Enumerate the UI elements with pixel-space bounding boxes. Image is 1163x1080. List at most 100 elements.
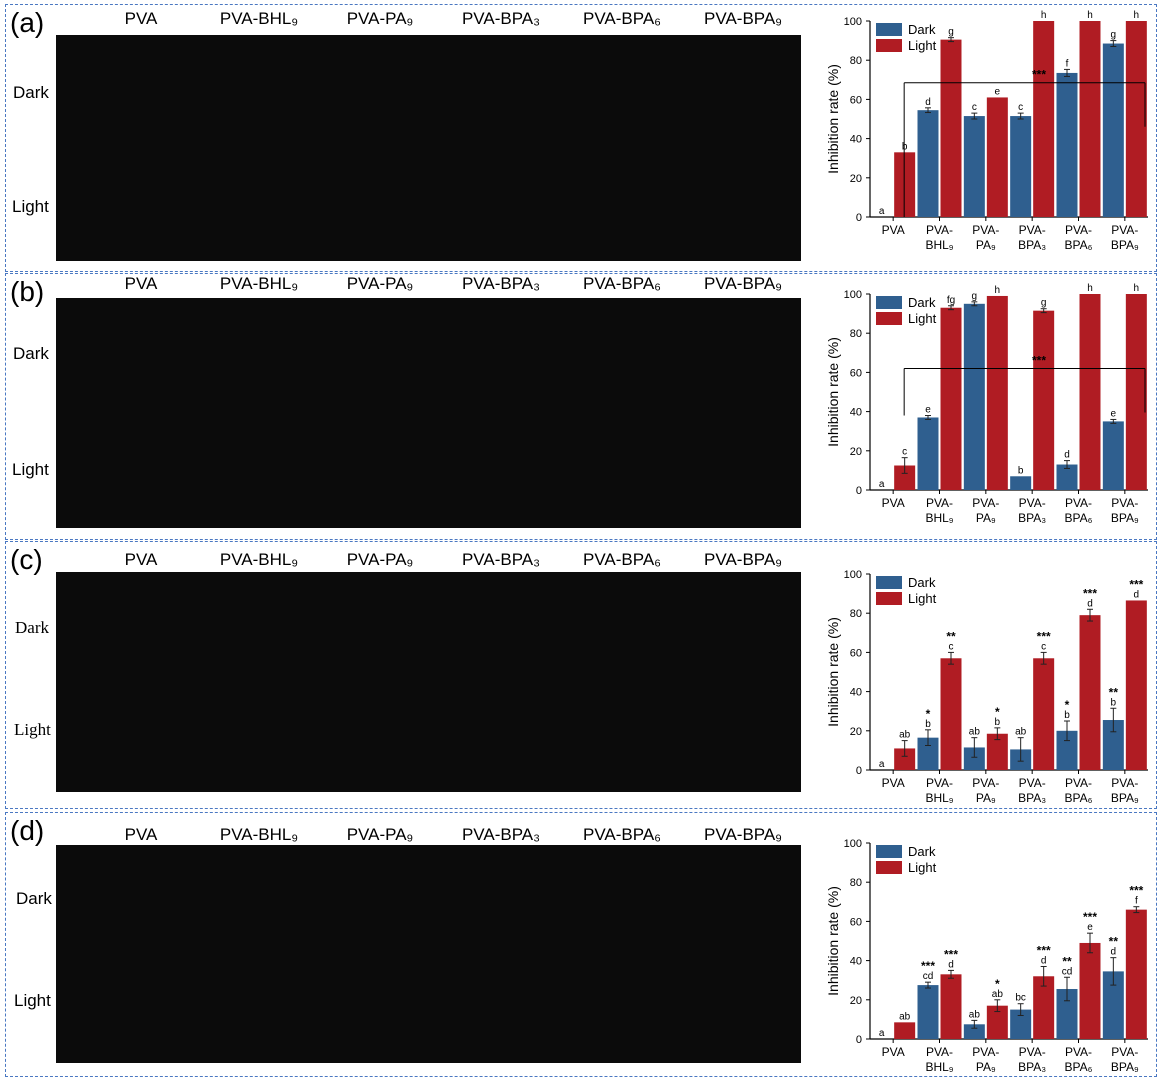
bar xyxy=(963,116,985,217)
inhibition-rate-chart: 0 20 40 60 80 100 Inhibition rate (%) a d c c f g b g e… xyxy=(825,10,1148,252)
legend-swatch xyxy=(876,39,902,52)
column-label: PVA-BPA₆ xyxy=(582,274,662,293)
significance-letter: ab xyxy=(899,1011,911,1022)
row-label-dark: Dark xyxy=(13,83,49,102)
significance-stars: *** xyxy=(921,959,935,973)
bar xyxy=(940,39,962,218)
legend-label: Dark xyxy=(908,844,936,859)
bar xyxy=(894,152,916,217)
x-tick-label: PVA- xyxy=(1111,496,1138,510)
significance-letter: c xyxy=(1018,102,1023,113)
significance-letter: a xyxy=(879,1028,885,1039)
y-axis-label: Inhibition rate (%) xyxy=(825,617,841,727)
bar xyxy=(917,985,939,1039)
y-tick-label: 100 xyxy=(844,16,862,28)
significance-stars: *** xyxy=(1037,629,1051,643)
significance-letter: b xyxy=(1111,697,1117,708)
column-label: PVA-BHL₉ xyxy=(219,9,299,28)
bar xyxy=(940,307,962,490)
significance-stars: ** xyxy=(1109,935,1119,949)
significance-letter: bc xyxy=(1015,993,1026,1004)
bar xyxy=(894,1022,916,1039)
bar xyxy=(963,747,985,770)
x-tick-label: BPA₉ xyxy=(1111,1060,1139,1074)
bar xyxy=(1033,21,1055,217)
x-tick-label: BPA₃ xyxy=(1018,1060,1046,1074)
x-tick-label: PVA- xyxy=(1019,496,1046,510)
column-label: PVA-BHL₉ xyxy=(219,825,299,844)
legend-label: Light xyxy=(908,860,937,875)
inhibition-rate-chart: 0 20 40 60 80 100 Inhibition rate (%) a e g b d e c fg… xyxy=(825,283,1148,525)
bar xyxy=(986,295,1008,490)
significance-stars: * xyxy=(926,707,931,721)
significance-letter: d xyxy=(948,959,954,970)
y-axis-label: Inhibition rate (%) xyxy=(825,886,841,996)
column-label: PVA xyxy=(124,825,158,844)
bar xyxy=(1125,600,1147,770)
x-tick-label: PVA- xyxy=(1111,223,1138,237)
y-tick-label: 80 xyxy=(850,608,862,620)
legend-swatch xyxy=(876,592,902,605)
significance-letter: a xyxy=(879,759,885,770)
bar xyxy=(986,1005,1008,1039)
panel-label: (b) xyxy=(10,276,45,307)
bar xyxy=(917,737,939,770)
bar xyxy=(963,1024,985,1039)
x-tick-label: BHL₉ xyxy=(925,1060,953,1074)
significance-letter: g xyxy=(1111,30,1117,41)
x-tick-label: PVA- xyxy=(972,496,999,510)
significance-stars: ** xyxy=(1109,685,1119,699)
x-tick-label: PVA- xyxy=(1019,1045,1046,1059)
panel-c: (c) PVA PVA-BHL₉ PVA-PA₉ PVA-BPA₃ PVA-BP… xyxy=(5,541,1157,809)
significance-stars: *** xyxy=(1083,910,1097,924)
petri-dish-photo xyxy=(56,572,801,792)
column-label: PVA-BHL₉ xyxy=(219,274,299,293)
bar xyxy=(1125,21,1147,217)
significance-letter: d xyxy=(1041,955,1047,966)
column-label: PVA-PA₉ xyxy=(346,825,414,844)
bar xyxy=(986,733,1008,770)
row-label-light: Light xyxy=(14,720,51,739)
significance-letter: b xyxy=(995,717,1001,728)
significance-letter: d xyxy=(1111,947,1117,958)
bar xyxy=(917,110,939,217)
row-label-dark: Dark xyxy=(16,889,52,908)
x-tick-label: PVA- xyxy=(926,1045,953,1059)
bar xyxy=(1079,942,1101,1039)
x-tick-label: PVA- xyxy=(1065,223,1092,237)
significance-stars: ** xyxy=(1062,954,1072,968)
y-tick-label: 60 xyxy=(850,367,862,379)
significance-stars: * xyxy=(995,977,1000,991)
row-label-light: Light xyxy=(12,460,49,479)
column-label: PVA-BPA₃ xyxy=(461,274,541,293)
row-label-dark: Dark xyxy=(13,344,49,363)
bar xyxy=(1079,615,1101,770)
y-axis-label: Inhibition rate (%) xyxy=(825,337,841,447)
panel-b: (b) PVA PVA-BHL₉ PVA-PA₉ PVA-BPA₃ PVA-BP… xyxy=(5,273,1157,540)
bracket-label: *** xyxy=(1032,353,1046,367)
y-tick-label: 0 xyxy=(856,212,862,224)
y-tick-label: 0 xyxy=(856,485,862,497)
x-tick-label: BPA₃ xyxy=(1018,238,1046,252)
significance-letter: d xyxy=(925,97,931,108)
x-tick-label: PVA- xyxy=(1019,776,1046,790)
bar xyxy=(894,465,916,490)
column-label: PVA-BPA₃ xyxy=(461,825,541,844)
significance-letter: h xyxy=(1134,10,1140,21)
bar xyxy=(1010,476,1032,490)
x-tick-label: BHL₉ xyxy=(925,791,953,805)
bar xyxy=(1033,658,1055,770)
y-tick-label: 100 xyxy=(844,569,862,581)
x-tick-label: BPA₆ xyxy=(1065,791,1093,805)
significance-letter: g xyxy=(972,291,978,302)
bar xyxy=(1102,720,1124,770)
x-tick-label: PVA- xyxy=(926,776,953,790)
significance-letter: e xyxy=(925,405,931,416)
x-tick-label: BPA₉ xyxy=(1111,511,1139,525)
column-label: PVA-BPA₉ xyxy=(704,825,782,844)
x-tick-label: PA₉ xyxy=(976,238,996,252)
significance-letter: d xyxy=(1087,598,1093,609)
x-tick-label: BPA₃ xyxy=(1018,791,1046,805)
